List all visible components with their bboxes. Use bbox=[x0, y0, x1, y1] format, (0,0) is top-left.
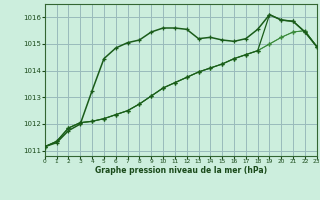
X-axis label: Graphe pression niveau de la mer (hPa): Graphe pression niveau de la mer (hPa) bbox=[95, 166, 267, 175]
